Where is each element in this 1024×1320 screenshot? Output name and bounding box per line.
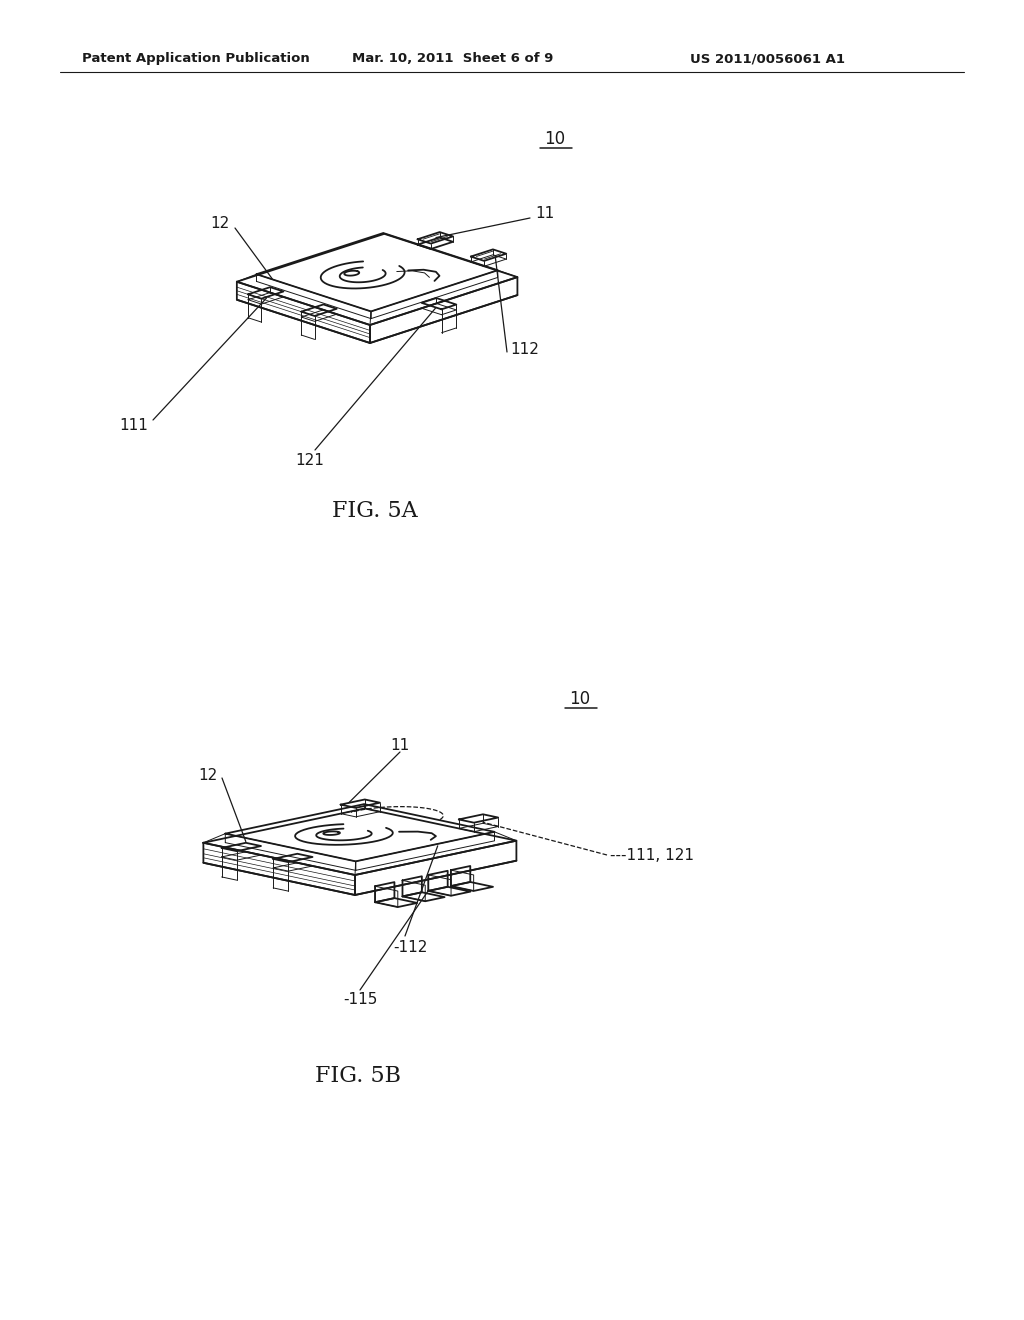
- Text: 12: 12: [211, 215, 230, 231]
- Text: -115: -115: [343, 993, 377, 1007]
- Text: FIG. 5B: FIG. 5B: [315, 1065, 401, 1086]
- Text: ---111, 121: ---111, 121: [610, 847, 694, 862]
- Text: 10: 10: [569, 690, 591, 708]
- Text: 10: 10: [545, 129, 565, 148]
- Text: 12: 12: [199, 767, 218, 783]
- Text: 111: 111: [119, 417, 148, 433]
- Text: 112: 112: [510, 342, 539, 358]
- Text: Patent Application Publication: Patent Application Publication: [82, 51, 309, 65]
- Text: 11: 11: [390, 738, 410, 752]
- Text: 121: 121: [296, 453, 325, 469]
- Text: -112: -112: [393, 940, 427, 954]
- Text: Mar. 10, 2011  Sheet 6 of 9: Mar. 10, 2011 Sheet 6 of 9: [352, 51, 553, 65]
- Text: FIG. 5A: FIG. 5A: [332, 500, 418, 521]
- Text: 11: 11: [535, 206, 554, 220]
- Text: US 2011/0056061 A1: US 2011/0056061 A1: [690, 51, 845, 65]
